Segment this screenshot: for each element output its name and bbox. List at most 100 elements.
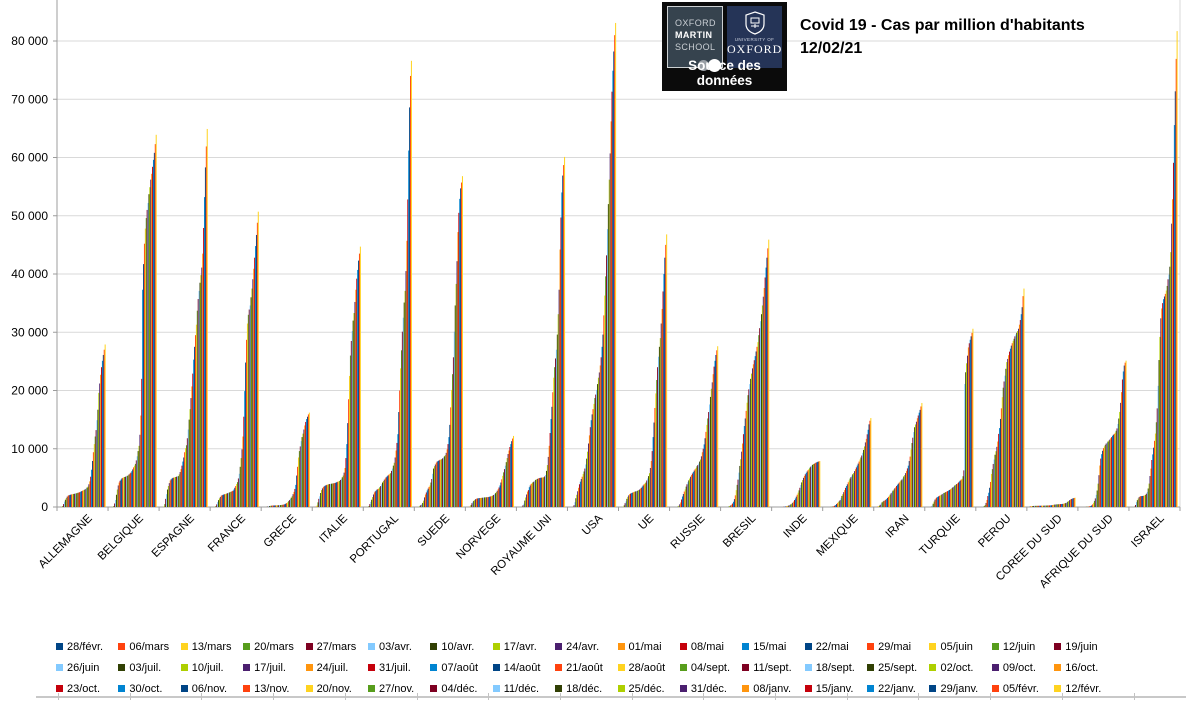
bar [797,492,799,507]
bar [681,499,683,507]
bar [172,477,174,507]
bar [269,506,271,507]
legend-label: 29/mai [878,640,912,653]
bar [601,346,603,507]
bar [490,496,492,507]
source-des-donnees-link[interactable]: Source des données [688,58,761,88]
bar [526,494,528,507]
bar [594,398,596,507]
bar [583,471,585,507]
bar [391,468,393,507]
bar [840,498,842,507]
bar [77,492,79,507]
bar [802,480,804,507]
legend-item: 31/juil. [367,657,430,678]
bar [396,442,398,507]
bar [542,477,544,507]
bar [1121,392,1123,507]
next-chart-tick [918,693,920,700]
bar [755,351,757,507]
legend-swatch [679,685,687,692]
bar [736,484,738,507]
legend-item: 10/juil. [180,657,243,678]
bar [584,468,586,507]
bar [787,505,789,507]
bar [1173,125,1175,507]
bar [895,487,897,507]
legend-swatch [243,643,251,650]
bar [738,472,740,507]
bar [306,419,308,507]
bar [195,324,197,507]
legend-label: 31/déc. [690,682,727,695]
bar [984,504,986,507]
bar [189,409,191,507]
bar [136,456,138,507]
bar [529,485,531,507]
bar [1154,440,1156,507]
x-country-label: ESPAGNE [150,512,197,559]
bar [320,493,322,507]
legend-item: 12/févr. [1054,678,1116,699]
bar [950,488,952,507]
bar [473,500,475,507]
bar [484,497,486,507]
legend-label: 10/juil. [191,661,224,674]
bar [370,501,372,507]
bar [1022,296,1024,507]
bar [278,505,280,507]
bar [951,487,953,507]
bar [100,374,102,507]
bar [999,428,1001,507]
bar [842,494,844,507]
bar [808,469,810,507]
legend-label: 23/oct. [67,682,101,695]
bar [744,418,746,507]
legend-item: 20/mars [243,636,305,657]
bar [128,474,130,507]
bar [1102,448,1105,507]
legend-item: 26/juin [56,657,118,678]
next-chart-tick [1061,693,1063,700]
legend-label: 16/oct. [1065,661,1099,674]
bar [793,501,795,507]
legend-swatch [492,685,500,692]
bar [642,485,644,507]
bar [96,420,98,507]
bar [690,476,692,507]
bar [500,482,502,507]
bar [252,279,254,507]
bar [1037,505,1039,507]
x-country-label: ITALIE [317,512,350,545]
bar [627,496,629,507]
bar [597,377,599,507]
bar [273,505,275,507]
bar [242,436,244,507]
legend-label: 20/mars [254,640,294,653]
bar [912,437,914,507]
bar [1073,497,1075,507]
bar [231,491,233,507]
bar [1045,505,1047,507]
bar [838,501,840,507]
bar [538,478,540,507]
bar [935,498,937,507]
bar [705,431,707,507]
bar [1070,499,1072,507]
bar [1020,314,1022,507]
bar [901,479,903,507]
bar [1112,434,1114,507]
bar [614,35,616,508]
bar [1071,498,1073,507]
bar [1040,505,1042,507]
bar [432,473,434,507]
bar [344,467,346,507]
bar [734,495,736,507]
bar [338,481,340,507]
bar [691,475,693,507]
bar [406,240,408,508]
bar [860,457,862,507]
bar [848,480,850,507]
bar [697,465,699,507]
bar [915,421,917,507]
